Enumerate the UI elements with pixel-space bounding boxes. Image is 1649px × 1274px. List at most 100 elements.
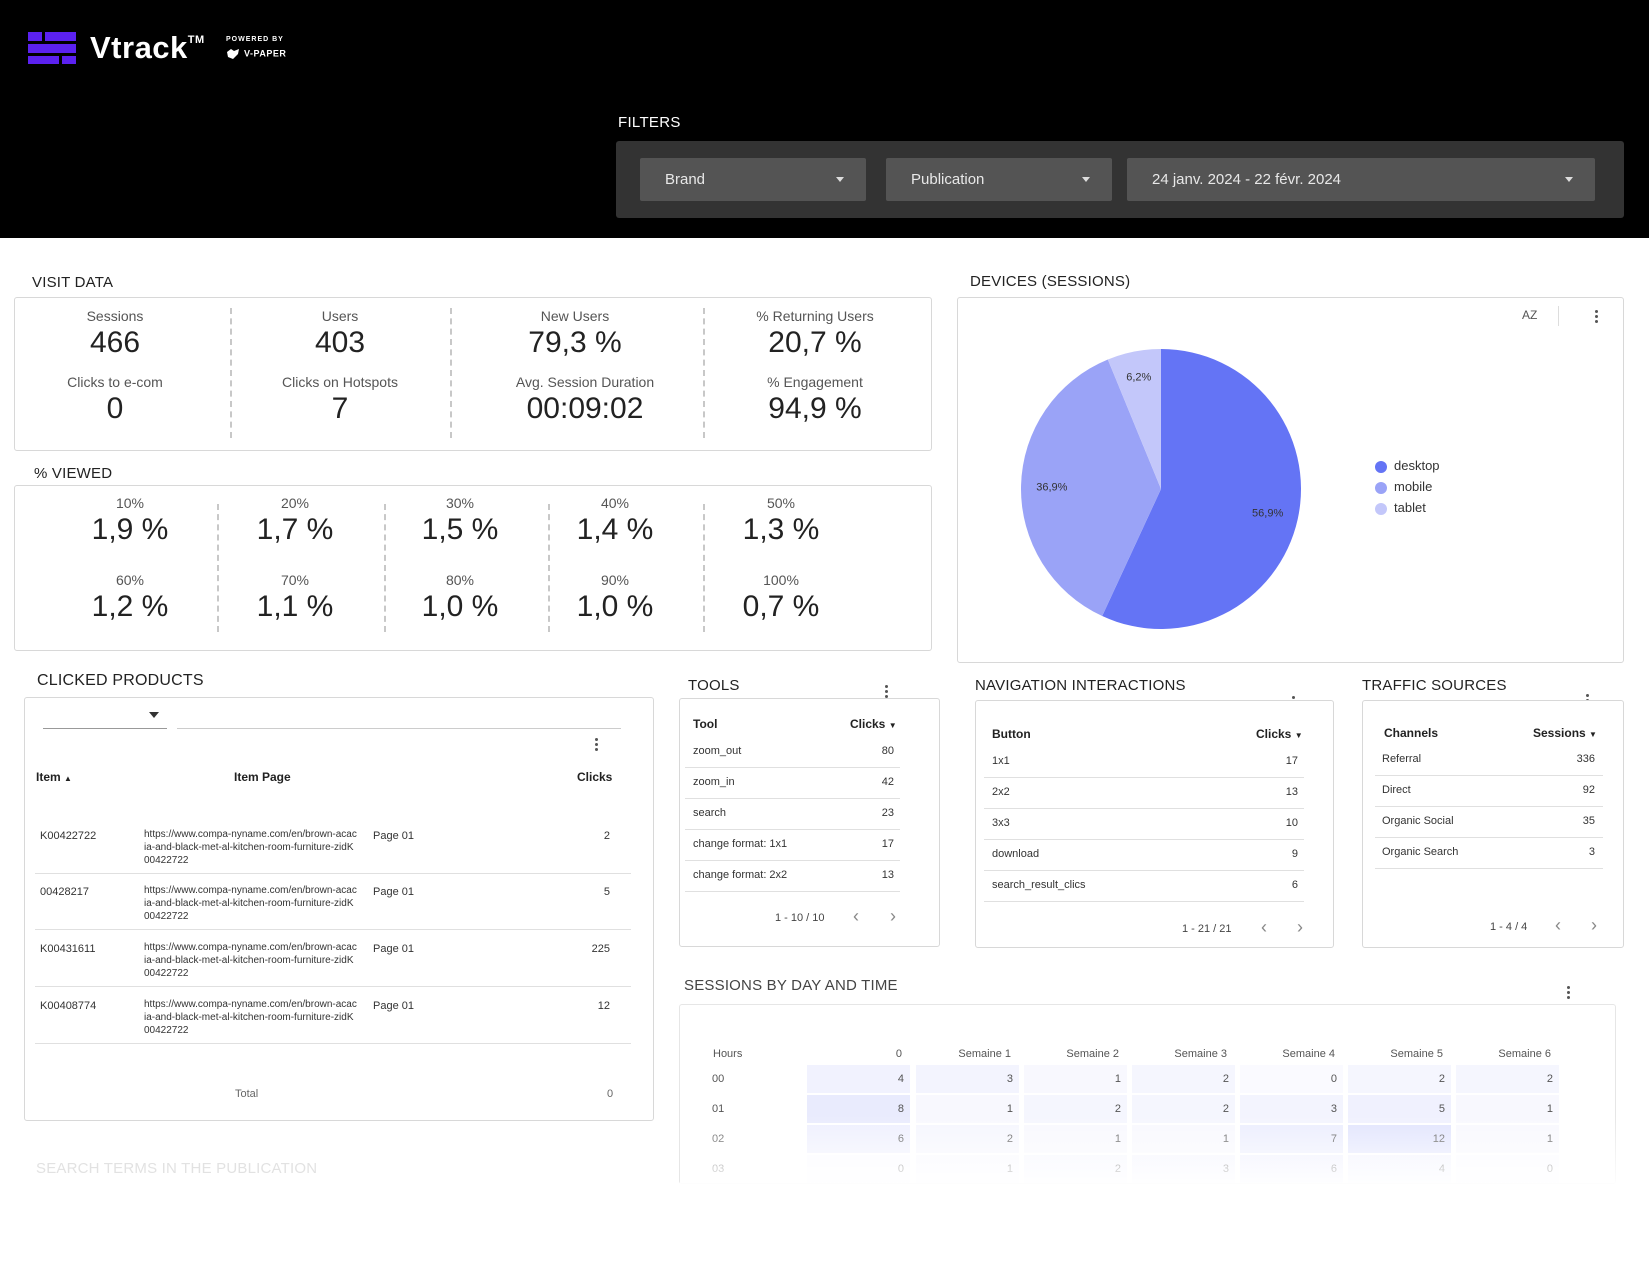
heat-cell: 3 (916, 1065, 1019, 1093)
chevron-right-icon[interactable]: › (1297, 917, 1303, 937)
kpi-label-returning-users: % Returning Users (756, 308, 874, 324)
search-terms-title: SEARCH TERMS IN THE PUBLICATION (36, 1160, 318, 1177)
viewed-value-80: 1,0 % (421, 590, 499, 623)
publication-filter-dropdown[interactable]: Publication (886, 158, 1112, 201)
col-header-clicks[interactable]: Clicks (577, 770, 613, 784)
table-cell-name: download (992, 848, 1040, 860)
heat-col-header: Semaine 3 (1174, 1048, 1227, 1060)
kpi-label-engagement: % Engagement (767, 374, 863, 390)
clicked-products-title: CLICKED PRODUCTS (37, 672, 204, 689)
heat-row-hour: 00 (712, 1073, 725, 1085)
legend-label-mobile: mobile (1394, 479, 1433, 494)
navigation-card: Button Clicks ▼ 1x1 17 2x2 13 3x3 10 dow… (975, 700, 1334, 948)
chevron-right-icon[interactable]: › (890, 906, 896, 926)
more-options-icon[interactable] (1595, 310, 1599, 324)
heat-col-header: Semaine 5 (1390, 1048, 1443, 1060)
traffic-pager-label: 1 - 4 / 4 (1490, 921, 1528, 933)
col-header-channels[interactable]: Channels (1384, 726, 1439, 740)
col-header-sessions[interactable]: Sessions ▼ (1533, 726, 1597, 740)
divider (1558, 306, 1559, 326)
col-header-item[interactable]: Item ▲ (36, 770, 72, 784)
table-cell-item: K00431611 (40, 943, 96, 955)
sort-up-icon: ▲ (64, 774, 72, 783)
heat-cell: 2 (1132, 1065, 1235, 1093)
table-cell-value: 6 (1291, 879, 1298, 891)
table-cell-clicks: 12 (597, 1000, 610, 1012)
table-cell-value: 10 (1285, 817, 1298, 829)
caret-down-icon[interactable] (149, 712, 159, 718)
devices-pie-chart: 56,9% 36,9% 6,2% (1021, 349, 1301, 629)
pie-slice-desktop[interactable] (1102, 349, 1301, 629)
logo-text: VtrackTM (90, 30, 205, 65)
pie-label-desktop: 56,9% (1252, 507, 1283, 519)
navigation-pager-label: 1 - 21 / 21 (1182, 923, 1232, 935)
chevron-left-icon[interactable]: ‹ (853, 906, 859, 926)
heat-row-hour: 01 (712, 1103, 725, 1115)
table-cell-item: K00422722 (40, 830, 97, 842)
col-header-item-page[interactable]: Item Page (234, 770, 291, 784)
col-header-tool[interactable]: Tool (693, 717, 718, 731)
chevron-left-icon[interactable]: ‹ (1555, 915, 1561, 935)
heat-cell: 2 (1348, 1065, 1451, 1093)
pie-slice-mobile[interactable] (1021, 359, 1161, 617)
viewed-label-80: 80% (445, 572, 475, 588)
kpi-value-sessions: 466 (89, 326, 141, 359)
row-divider (984, 870, 1304, 871)
viewed-label-40: 40% (600, 495, 630, 511)
kpi-value-clicks-ecom: 0 (106, 392, 124, 425)
brand-filter-dropdown[interactable]: Brand (640, 158, 866, 201)
chevron-left-icon[interactable]: ‹ (1261, 917, 1267, 937)
more-options-icon[interactable] (595, 738, 599, 752)
row-divider (685, 798, 900, 799)
table-cell-url[interactable]: https://www.compa-nyname.com/en/brown-ac… (144, 999, 357, 1036)
table-cell-url[interactable]: https://www.compa-nyname.com/en/brown-ac… (144, 885, 357, 922)
table-cell-name: search_result_clics (992, 879, 1086, 891)
devices-card: AZ 56,9% 36,9% 6,2% desktop mobile tablet (957, 297, 1624, 663)
heat-col-header: Semaine 1 (958, 1048, 1011, 1060)
sort-az-icon[interactable]: AZ (1522, 308, 1538, 322)
heat-col-header: Semaine 4 (1282, 1048, 1335, 1060)
date-range-dropdown[interactable]: 24 janv. 2024 - 22 févr. 2024 (1127, 158, 1595, 201)
kpi-value-engagement: 94,9 % (768, 392, 862, 425)
more-options-icon[interactable] (1567, 986, 1571, 1000)
table-cell-name: 1x1 (992, 755, 1010, 767)
pie-slice-tablet[interactable] (1107, 349, 1161, 489)
kpi-label-sessions: Sessions (86, 308, 144, 324)
table-cell-name: Referral (1382, 753, 1422, 765)
heat-col-header: Hours (713, 1048, 743, 1060)
table-cell-value: 17 (881, 838, 894, 850)
table-cell-name: zoom_out (693, 745, 742, 757)
row-divider (1375, 806, 1603, 807)
product-search-underline[interactable] (177, 728, 621, 729)
kpi-value-returning-users: 20,7 % (768, 326, 862, 359)
viewed-card: 10% 1,9 % 20% 1,7 % 30% 1,5 % 40% 1,4 % … (14, 485, 932, 651)
row-divider (1375, 868, 1603, 869)
divider (703, 308, 705, 438)
col-header-button[interactable]: Button (992, 727, 1031, 741)
filters-panel: Brand Publication 24 janv. 2024 - 22 fév… (616, 141, 1624, 218)
table-cell-value: 42 (881, 776, 894, 788)
col-header-clicks[interactable]: Clicks ▼ (1256, 727, 1303, 741)
table-cell-value: 336 (1576, 753, 1595, 765)
more-options-icon[interactable] (885, 685, 889, 699)
divider (230, 308, 232, 438)
sessions-heat-card: Hours 0 Semaine 1 Semaine 2 Semaine 3 Semaine… (679, 1004, 1617, 1185)
table-cell-url[interactable]: https://www.compa-nyname.com/en/brown-ac… (144, 942, 357, 979)
heat-col-header: Semaine 2 (1066, 1048, 1119, 1060)
row-divider (35, 929, 631, 930)
table-cell-clicks: 5 (603, 886, 610, 898)
table-cell-page: Page 01 (373, 886, 414, 898)
row-divider (685, 767, 900, 768)
row-divider (35, 873, 631, 874)
heat-cell: 4 (807, 1065, 910, 1093)
viewed-label-50: 50% (766, 495, 796, 511)
col-header-clicks[interactable]: Clicks ▼ (850, 717, 897, 731)
legend-dot-desktop (1375, 461, 1387, 473)
table-cell-clicks: 2 (603, 830, 610, 842)
pie-label-mobile: 36,9% (1036, 482, 1067, 494)
powered-by-label: POWERED BY (226, 36, 284, 43)
table-cell-url[interactable]: https://www.compa-nyname.com/en/brown-ac… (144, 829, 357, 866)
table-cell-page: Page 01 (373, 830, 414, 842)
chevron-right-icon[interactable]: › (1591, 915, 1597, 935)
viewed-label-20: 20% (280, 495, 310, 511)
